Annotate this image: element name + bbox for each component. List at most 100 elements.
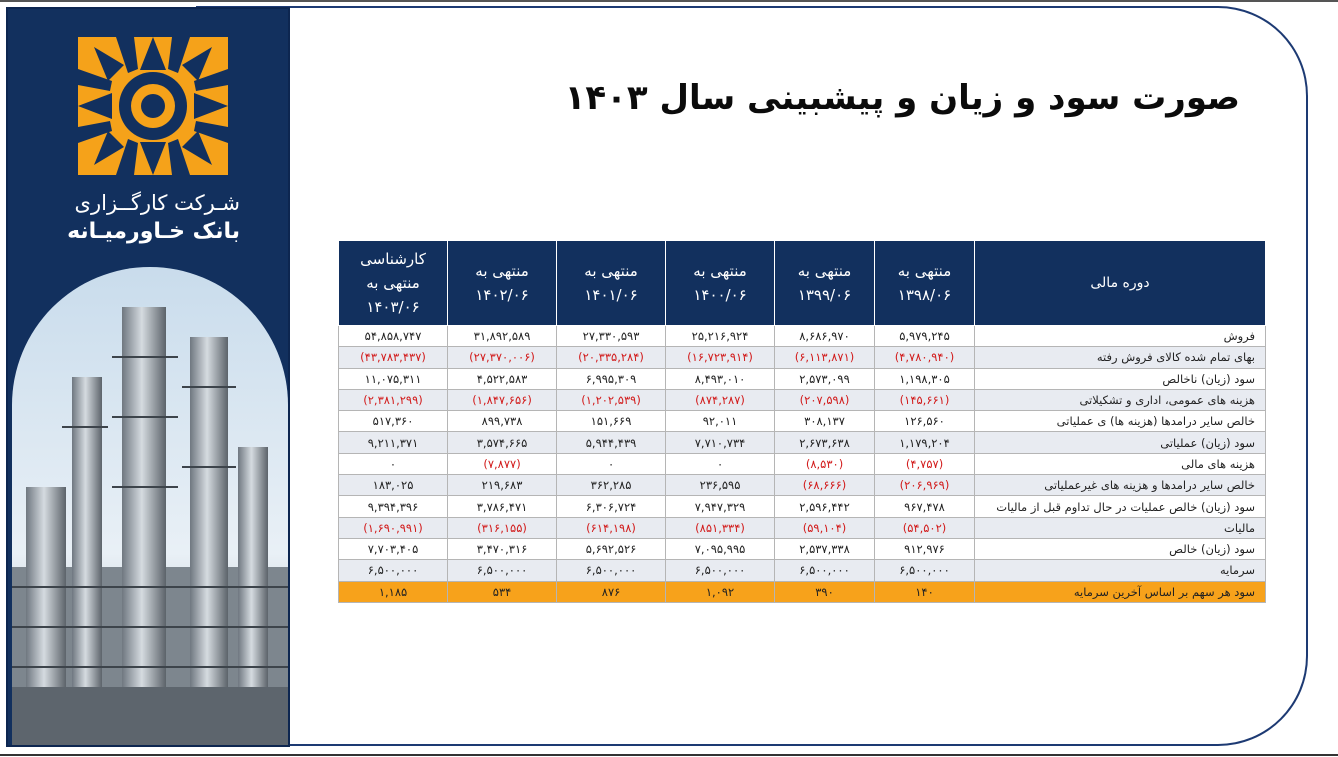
row-label: سود (زیان) خالص [974, 537, 1266, 561]
table-row: سرمایه ۶,۵۰۰,۰۰۰ ۶,۵۰۰,۰۰۰ ۶,۵۰۰,۰۰۰ ۶,۵۰۰,۰… [337, 559, 1266, 582]
header-col-1400: منتهی به ۱۴۰۰/۰۶ [665, 240, 776, 326]
cell-value: (۱,۸۴۷,۶۵۶) [447, 388, 558, 412]
table-row: مالیات (۵۴,۵۰۲) (۵۹,۱۰۴) (۸۵۱,۳۳۴) (۶۱۴,۱۹۸)… [337, 516, 1266, 539]
cell-value: (۲۷,۳۷۰,۰۰۶) [447, 346, 558, 369]
cell-value: ۸,۶۸۶,۹۷۰ [774, 324, 876, 348]
cell-value: ۲,۵۷۳,۰۹۹ [774, 367, 876, 390]
header-col-1401: منتهی به ۱۴۰۱/۰۶ [556, 240, 667, 326]
cell-value: ۳,۵۷۴,۶۶۵ [447, 431, 558, 454]
header-col-1403: کارشناسی منتهی به ۱۴۰۳/۰۶ [337, 240, 449, 326]
slide-title: صورت سود و زیان و پیشبینی سال ۱۴۰۳ [564, 78, 1240, 118]
cell-value: ۹۱۲,۹۷۶ [874, 537, 975, 561]
cell-value: ۱,۰۹۲ [665, 580, 776, 603]
cell-value: ۶,۹۹۵,۳۰۹ [556, 367, 667, 390]
cell-value: ۱۵۱,۶۶۹ [556, 410, 667, 433]
cell-value: ۲,۵۳۷,۳۳۸ [774, 537, 876, 561]
cell-value: ۱,۱۹۸,۳۰۵ [874, 367, 975, 390]
cell-value: ۳۱,۸۹۲,۵۸۹ [447, 324, 558, 348]
cell-value: ۲۳۶,۵۹۵ [665, 474, 776, 497]
cell-value: ۲۷,۳۳۰,۵۹۳ [556, 324, 667, 348]
cell-value: (۱,۲۰۲,۵۳۹) [556, 388, 667, 412]
row-label: سود هر سهم بر اساس آخرین سرمایه [974, 580, 1266, 603]
cell-value: (۲۰,۳۳۵,۲۸۴) [556, 346, 667, 369]
row-label: سرمایه [974, 559, 1266, 582]
cell-value: ۳,۴۷۰,۳۱۶ [447, 537, 558, 561]
cell-value: ۲۱۹,۶۸۳ [447, 474, 558, 497]
cell-value: (۶۸,۶۶۶) [774, 474, 876, 497]
header-line: منتهی به [475, 262, 529, 280]
cell-value: (۵۹,۱۰۴) [774, 516, 876, 539]
row-label: هزینه های عمومی، اداری و تشکیلاتی [974, 388, 1266, 412]
cell-value: ۶,۵۰۰,۰۰۰ [447, 559, 558, 582]
header-line: منتهی به [797, 262, 852, 280]
header-line: ۱۳۹۸/۰۶ [897, 286, 952, 304]
cell-value: ۳۰۸,۱۳۷ [774, 410, 876, 433]
row-label: خالص سایر درامدها و هزینه های غیرعملیاتی [974, 474, 1266, 497]
cell-value: ۰ [665, 452, 776, 476]
cell-value: ۶,۵۰۰,۰۰۰ [665, 559, 776, 582]
header-line: منتهی به [584, 262, 638, 280]
side-panel: شـرکت کارگــزاری بانک خـاورمیـانه [6, 7, 290, 747]
cell-value: ۸,۴۹۳,۰۱۰ [665, 367, 776, 390]
table-row: سود (زیان) عملیاتی ۱,۱۷۹,۲۰۴ ۲,۶۷۳,۶۳۸ ۷,۷۱… [337, 431, 1266, 454]
cell-value: (۷,۸۷۷) [447, 452, 558, 476]
cell-value: (۴۳,۷۸۳,۴۳۷) [337, 346, 449, 369]
cell-value: (۱۴۵,۶۶۱) [874, 388, 975, 412]
cell-value: ۹,۳۹۴,۳۹۶ [337, 495, 449, 518]
header-line: ۱۴۰۳/۰۶ [366, 298, 420, 316]
cell-value: ۵,۶۹۲,۵۲۶ [556, 537, 667, 561]
header-line: منتهی به [366, 274, 420, 292]
cell-value: ۹,۲۱۱,۳۷۱ [337, 431, 449, 454]
cell-value: ۰ [337, 452, 449, 476]
cell-value: ۱۸۳,۰۲۵ [337, 474, 449, 497]
cell-value: ۰ [556, 452, 667, 476]
header-line: ۱۴۰۱/۰۶ [584, 286, 638, 304]
table-row: سود (زیان) خالص عملیات در حال تداوم قبل … [337, 495, 1266, 518]
cell-value: ۲۵,۲۱۶,۹۲۴ [665, 324, 776, 348]
cell-value: (۸,۵۳۰) [774, 452, 876, 476]
cell-value: ۵۴,۸۵۸,۷۴۷ [337, 324, 449, 348]
row-label: سود (زیان) عملیاتی [974, 431, 1266, 454]
cell-value: (۲,۳۸۱,۲۹۹) [337, 388, 449, 412]
cell-value: ۵,۹۴۴,۴۳۹ [556, 431, 667, 454]
cell-value: ۶,۵۰۰,۰۰۰ [337, 559, 449, 582]
income-statement-table: دوره مالی منتهی به ۱۳۹۸/۰۶ منتهی به ۱۳۹۹/۰… [337, 240, 1266, 603]
cell-value: (۳۱۶,۱۵۵) [447, 516, 558, 539]
cell-value: ۴,۵۲۲,۵۸۳ [447, 367, 558, 390]
cell-value: (۶۱۴,۱۹۸) [556, 516, 667, 539]
table-row: هزینه های عمومی، اداری و تشکیلاتی (۱۴۵,۶۶… [337, 388, 1266, 412]
cell-value: (۱,۶۹۰,۹۹۱) [337, 516, 449, 539]
top-border [0, 0, 1338, 2]
header-line: ۱۴۰۲/۰۶ [475, 286, 529, 304]
cell-value: (۲۰۶,۹۶۹) [874, 474, 975, 497]
cell-value: ۱,۱۸۵ [337, 580, 449, 603]
row-label: هزینه های مالی [974, 452, 1266, 476]
table-row: فروش ۵,۹۷۹,۲۴۵ ۸,۶۸۶,۹۷۰ ۲۵,۲۱۶,۹۲۴ ۲۷,۳۳۰,۵… [337, 324, 1266, 348]
row-label: مالیات [974, 516, 1266, 539]
row-label: سود (زیان) ناخالص [974, 367, 1266, 390]
header-line: منتهی به [693, 262, 747, 280]
company-name-line2: بانک خـاورمیـانه [67, 219, 240, 244]
cell-value: ۱۲۶,۵۶۰ [874, 410, 975, 433]
cell-value: (۶,۱۱۳,۸۷۱) [774, 346, 876, 369]
cell-value: ۶,۵۰۰,۰۰۰ [874, 559, 975, 582]
header-line: ۱۴۰۰/۰۶ [693, 286, 747, 304]
cell-value: ۵,۹۷۹,۲۴۵ [874, 324, 975, 348]
header-line: منتهی به [897, 262, 952, 280]
cell-value: (۱۶,۷۲۳,۹۱۴) [665, 346, 776, 369]
cell-value: (۴,۷۸۰,۹۴۰) [874, 346, 975, 369]
cell-value: ۲,۶۷۳,۶۳۸ [774, 431, 876, 454]
cell-value: (۸۷۴,۲۸۷) [665, 388, 776, 412]
cell-value: ۱۱,۰۷۵,۳۱۱ [337, 367, 449, 390]
bottom-border [0, 754, 1338, 756]
cell-value: ۹۲,۰۱۱ [665, 410, 776, 433]
cell-value: ۶,۵۰۰,۰۰۰ [556, 559, 667, 582]
cell-value: ۱,۱۷۹,۲۰۴ [874, 431, 975, 454]
cell-value: (۸۵۱,۳۳۴) [665, 516, 776, 539]
table-row: سود هر سهم بر اساس آخرین سرمایه ۱۴۰ ۳۹۰ ۱,۰… [337, 580, 1266, 603]
cell-value: ۳,۷۸۶,۴۷۱ [447, 495, 558, 518]
row-label: خالص سایر درامدها (هزینه ها) ی عملیاتی [974, 410, 1266, 433]
cell-value: (۴,۷۵۷) [874, 452, 975, 476]
table-row: سود (زیان) ناخالص ۱,۱۹۸,۳۰۵ ۲,۵۷۳,۰۹۹ ۸,۴۹۳… [337, 367, 1266, 390]
row-label: سود (زیان) خالص عملیات در حال تداوم قبل … [974, 495, 1266, 518]
